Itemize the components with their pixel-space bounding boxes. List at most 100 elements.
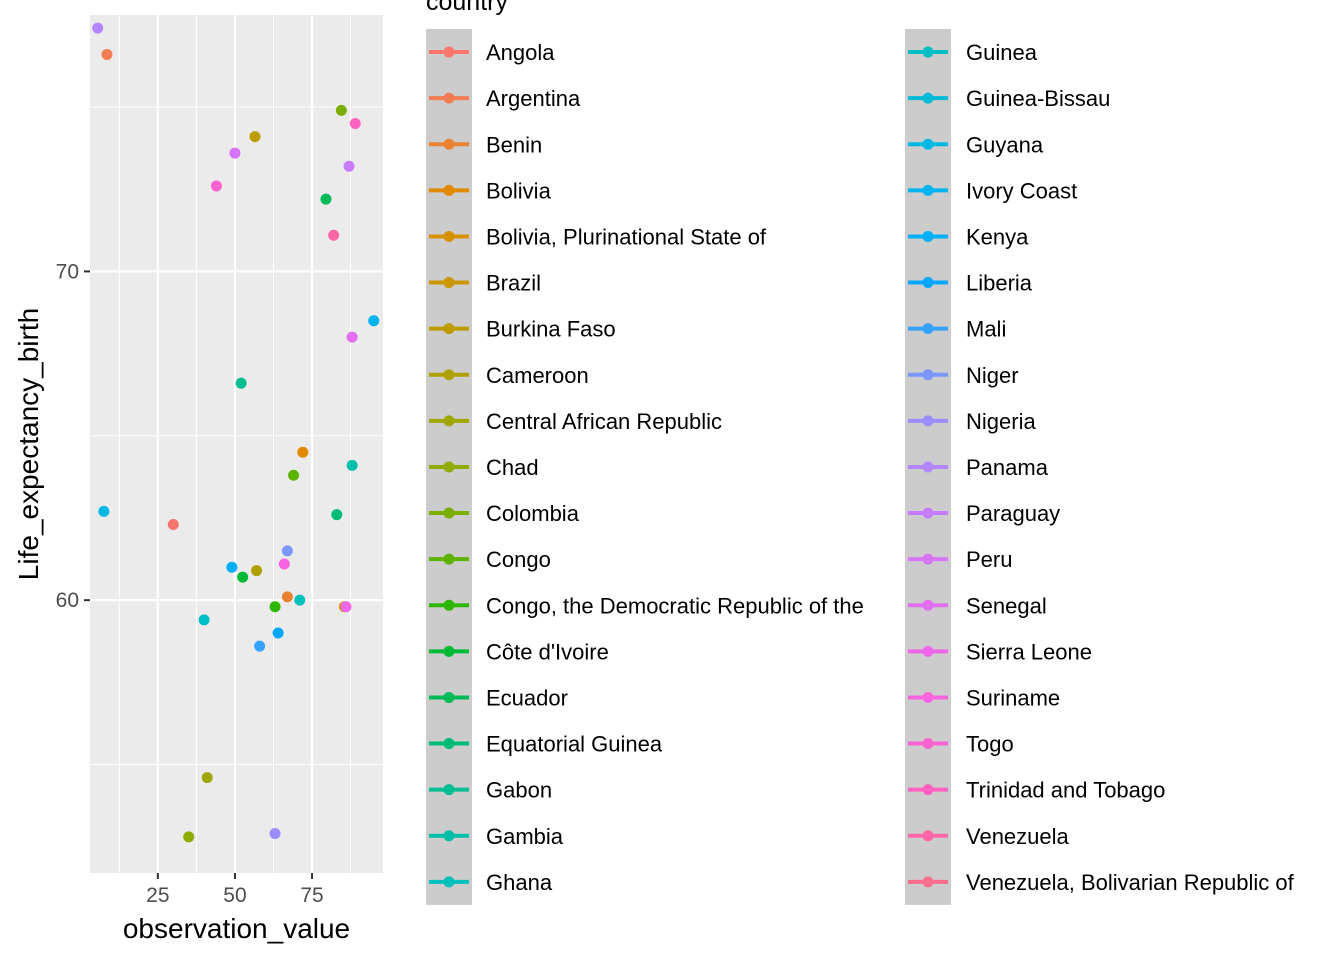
data-point <box>201 772 213 784</box>
legend-label: Niger <box>966 363 1019 388</box>
data-point <box>346 331 358 343</box>
legend-key-point <box>922 738 934 750</box>
legend-label: Cameroon <box>486 363 589 388</box>
y-tick-label: 70 <box>56 260 79 283</box>
legend-label: Panama <box>966 455 1049 480</box>
x-tick-label: 75 <box>300 884 323 907</box>
legend-label: Benin <box>486 132 542 157</box>
legend-key-point <box>443 784 455 796</box>
legend-label: Equatorial Guinea <box>486 732 663 757</box>
legend-label: Congo, the Democratic Republic of the <box>486 593 864 618</box>
legend-key-point <box>443 138 455 150</box>
axis-ticks: 25 50 75 60 70 <box>56 260 324 907</box>
data-point <box>249 131 261 143</box>
legend-key-point <box>922 369 934 381</box>
legend-label: Côte d'Ivoire <box>486 639 609 664</box>
data-point <box>331 509 343 521</box>
legend-label: Ghana <box>486 870 553 895</box>
data-point <box>167 519 179 531</box>
legend-key-point <box>922 645 934 657</box>
legend-key-point <box>443 876 455 888</box>
data-point <box>272 627 284 639</box>
grid-minor <box>90 15 383 873</box>
legend-label: Venezuela, Bolivarian Republic of <box>966 870 1295 895</box>
legend-label: Bolivia, Plurinational State of <box>486 224 767 249</box>
legend-key-point <box>922 784 934 796</box>
legend-key-point <box>443 691 455 703</box>
legend-key-point <box>443 323 455 335</box>
legend-label: Central African Republic <box>486 409 722 434</box>
y-axis-label: Life_expectancy_birth <box>13 308 44 580</box>
legend-label: Colombia <box>486 501 580 526</box>
legend-key-point <box>443 507 455 519</box>
data-point <box>92 22 104 34</box>
data-point <box>294 594 306 606</box>
legend-label: Argentina <box>486 86 581 111</box>
legend-key-point <box>922 599 934 611</box>
x-axis-label: observation_value <box>123 913 350 944</box>
legend-key-point <box>443 415 455 427</box>
legend-label: Ecuador <box>486 685 568 710</box>
legend-key-point <box>922 876 934 888</box>
legend-label: Guinea <box>966 40 1038 65</box>
data-point <box>335 104 347 116</box>
data-point <box>349 117 361 129</box>
data-point <box>281 545 293 557</box>
data-point <box>269 828 281 840</box>
legend-label: Senegal <box>966 593 1047 618</box>
legend-label: Burkina Faso <box>486 317 616 342</box>
legend-label: Liberia <box>966 271 1033 296</box>
data-points <box>92 22 380 843</box>
legend-key-point <box>443 830 455 842</box>
data-point <box>237 571 249 583</box>
data-point <box>328 229 340 241</box>
data-point <box>288 469 300 481</box>
legend-label: Venezuela <box>966 824 1070 849</box>
legend-key-point <box>443 92 455 104</box>
legend-key-point <box>922 92 934 104</box>
legend-key-point <box>922 323 934 335</box>
legend-label: Gambia <box>486 824 564 849</box>
legend-label: Brazil <box>486 271 541 296</box>
legend-label: Nigeria <box>966 409 1036 434</box>
x-tick-label: 25 <box>146 884 169 907</box>
legend-key-point <box>443 738 455 750</box>
legend: Angola Argentina Benin Bolivia Bolivia, Plur… <box>426 29 1295 905</box>
data-point <box>229 147 241 159</box>
legend-key-point <box>443 461 455 473</box>
legend-label: Congo <box>486 547 551 572</box>
legend-key-point <box>922 415 934 427</box>
legend-key-point <box>443 277 455 289</box>
legend-key-point <box>443 230 455 242</box>
legend-key-point <box>922 553 934 565</box>
legend-label: Peru <box>966 547 1012 572</box>
legend-label: Guinea-Bissau <box>966 86 1110 111</box>
x-tick-label: 50 <box>223 884 246 907</box>
legend-key-point <box>922 691 934 703</box>
plot-panel <box>90 15 383 873</box>
data-point <box>254 640 266 652</box>
data-point <box>281 591 293 603</box>
y-tick-label: 60 <box>56 589 79 612</box>
data-point <box>346 459 358 471</box>
legend-key-point <box>443 553 455 565</box>
legend-label: Mali <box>966 317 1006 342</box>
legend-label: Togo <box>966 732 1014 757</box>
legend-label: Suriname <box>966 685 1060 710</box>
data-point <box>269 601 281 613</box>
data-point <box>278 558 290 570</box>
legend-key-point <box>922 461 934 473</box>
data-point <box>251 565 263 577</box>
legend-label: Paraguay <box>966 501 1060 526</box>
data-point <box>235 377 247 389</box>
legend-label: Bolivia <box>486 178 552 203</box>
legend-key-point <box>922 830 934 842</box>
legend-label: Sierra Leone <box>966 639 1092 664</box>
legend-label: Chad <box>486 455 539 480</box>
data-point <box>101 48 113 60</box>
legend-label: Angola <box>486 40 555 65</box>
legend-label: Trinidad and Tobago <box>966 778 1165 803</box>
legend-key-point <box>922 230 934 242</box>
legend-key-point <box>443 645 455 657</box>
